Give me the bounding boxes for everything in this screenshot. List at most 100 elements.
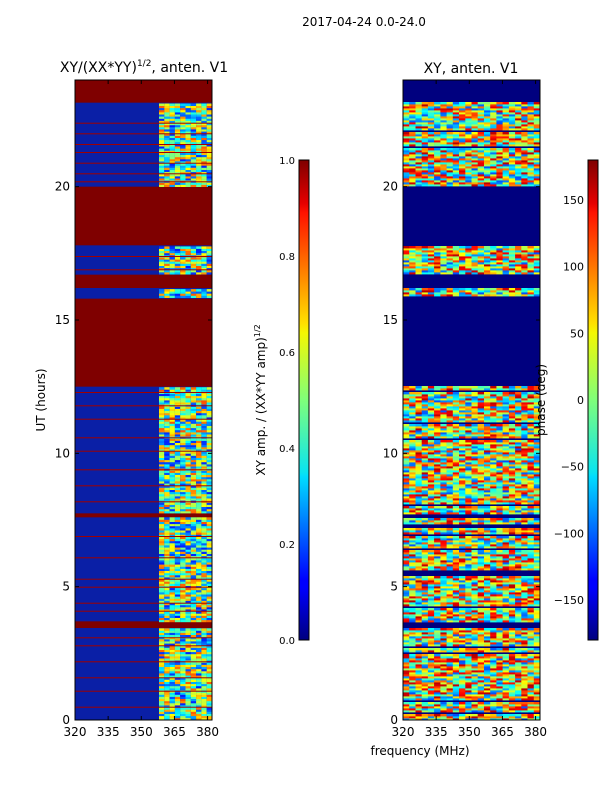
phase-cell bbox=[427, 462, 435, 465]
amp-cell bbox=[206, 417, 212, 420]
phase-cell bbox=[471, 538, 478, 541]
phase-cell bbox=[421, 462, 429, 465]
amp-cell bbox=[180, 643, 186, 646]
phase-cell bbox=[427, 552, 435, 555]
phase-cell bbox=[403, 672, 410, 675]
amp-cell bbox=[206, 493, 212, 497]
phase-cell bbox=[440, 690, 447, 693]
phase-cell bbox=[459, 500, 466, 503]
phase-cell bbox=[434, 710, 441, 713]
amp-cell bbox=[185, 272, 191, 275]
phase-cell bbox=[484, 698, 491, 701]
amp-cell bbox=[201, 464, 207, 467]
phase-cell bbox=[409, 520, 416, 523]
amp-cell bbox=[190, 133, 197, 136]
phase-cell bbox=[515, 578, 522, 581]
amp-cell bbox=[169, 446, 175, 450]
phase-cell bbox=[440, 632, 447, 635]
phase-cell bbox=[471, 604, 478, 607]
amp-cell bbox=[169, 493, 175, 497]
amp-cell bbox=[164, 632, 170, 635]
phase-cell bbox=[434, 484, 441, 487]
phase-cell bbox=[484, 520, 491, 523]
phase-cell bbox=[533, 446, 540, 449]
phase-cell bbox=[427, 436, 435, 439]
phase-cell bbox=[427, 446, 435, 449]
phase-cell bbox=[477, 694, 485, 697]
phase-cell bbox=[409, 686, 416, 689]
phase-cell bbox=[415, 704, 422, 707]
amp-cell bbox=[185, 521, 191, 525]
phase-cell bbox=[471, 678, 478, 681]
phase-cell bbox=[465, 664, 472, 667]
phase-cell bbox=[515, 478, 522, 481]
phase-cell bbox=[415, 452, 422, 455]
phase-cell bbox=[533, 658, 540, 661]
amp-cell bbox=[174, 668, 181, 672]
phase-cell bbox=[452, 662, 460, 665]
phase-cell bbox=[527, 446, 534, 449]
amp-cell bbox=[164, 417, 170, 420]
phase-cell bbox=[477, 528, 485, 531]
amp-cell bbox=[196, 536, 202, 539]
amp-cell bbox=[201, 632, 207, 635]
amp-cell bbox=[169, 137, 175, 141]
phase-cell bbox=[521, 588, 528, 591]
phase-cell bbox=[533, 578, 540, 581]
amp-cell bbox=[190, 154, 197, 158]
phase-cell bbox=[421, 450, 429, 453]
amp-cell bbox=[180, 461, 186, 465]
phase-cell bbox=[515, 644, 522, 647]
amp-cell bbox=[164, 628, 170, 631]
amp-cell bbox=[196, 641, 202, 644]
phase-cell bbox=[415, 656, 422, 659]
phase-cell bbox=[515, 604, 522, 607]
amp-cell bbox=[190, 263, 197, 266]
phase-cell bbox=[515, 450, 522, 453]
phase-cell bbox=[459, 432, 466, 435]
phase-cell bbox=[427, 478, 435, 481]
amp-cell bbox=[169, 564, 175, 567]
amp-cell bbox=[190, 493, 197, 497]
amp-cell bbox=[169, 295, 175, 298]
phase-cell bbox=[521, 492, 528, 495]
amp-cell bbox=[180, 161, 186, 164]
phase-cell bbox=[409, 458, 416, 461]
phase-cell bbox=[427, 480, 435, 483]
phase-cell bbox=[440, 556, 447, 559]
phase-cell bbox=[440, 590, 447, 593]
amp-cell bbox=[206, 540, 212, 544]
phase-cell bbox=[527, 600, 534, 603]
phase-cell bbox=[421, 704, 429, 707]
phase-cell bbox=[415, 666, 422, 669]
phase-cell bbox=[415, 692, 422, 695]
phase-cell bbox=[496, 538, 503, 541]
phase-cell bbox=[465, 592, 472, 595]
amp-cell bbox=[169, 688, 175, 691]
phase-cell bbox=[434, 600, 441, 603]
amp-cell bbox=[190, 419, 197, 422]
phase-cell bbox=[533, 602, 540, 605]
phase-cell bbox=[477, 654, 485, 657]
amp-cell bbox=[190, 389, 197, 392]
amp-cell bbox=[185, 171, 191, 175]
amp-cell bbox=[201, 677, 207, 680]
phase-cell bbox=[421, 692, 429, 695]
phase-cell bbox=[452, 584, 460, 587]
phase-cell bbox=[515, 632, 522, 635]
amp-cell bbox=[164, 466, 170, 469]
phase-cell bbox=[452, 636, 460, 639]
phase-cell bbox=[502, 682, 510, 685]
amp-cell bbox=[185, 668, 191, 672]
phase-cell bbox=[403, 446, 410, 449]
amp-cell bbox=[196, 502, 202, 505]
amp-cell bbox=[196, 406, 202, 409]
amp-cell bbox=[180, 649, 186, 653]
amp-cell bbox=[206, 668, 212, 672]
amp-cell bbox=[185, 293, 191, 296]
phase-cell bbox=[490, 680, 497, 683]
amp-cell bbox=[196, 425, 202, 429]
phase-cell bbox=[527, 544, 534, 547]
phase-cell bbox=[502, 628, 510, 631]
amp-cell bbox=[190, 246, 197, 249]
